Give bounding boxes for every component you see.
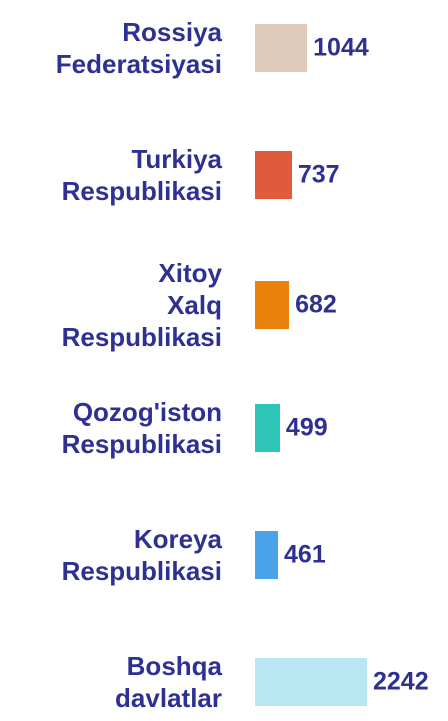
category-label: Xitoy Xalq Respublikasi: [61, 258, 222, 352]
value-label: 737: [297, 160, 340, 189]
bar: [255, 531, 279, 579]
bar: [255, 151, 292, 199]
value-label: 1044: [313, 33, 369, 62]
bar: [255, 281, 290, 329]
bar: [255, 658, 367, 706]
category-label: Rossiya Federatsiyasi: [55, 17, 222, 79]
value-label: 2242: [373, 667, 429, 696]
value-label: 682: [295, 290, 337, 319]
value-label: 499: [285, 413, 328, 442]
category-label: Koreya Respublikasi: [61, 524, 222, 586]
value-label: 461: [284, 540, 326, 569]
bar: [255, 24, 308, 72]
category-label: Boshqa davlatlar: [115, 651, 222, 713]
bar: [255, 404, 280, 452]
category-label: Qozog'iston Respublikasi: [61, 397, 222, 459]
category-label: Turkiya Respublikasi: [61, 144, 222, 206]
